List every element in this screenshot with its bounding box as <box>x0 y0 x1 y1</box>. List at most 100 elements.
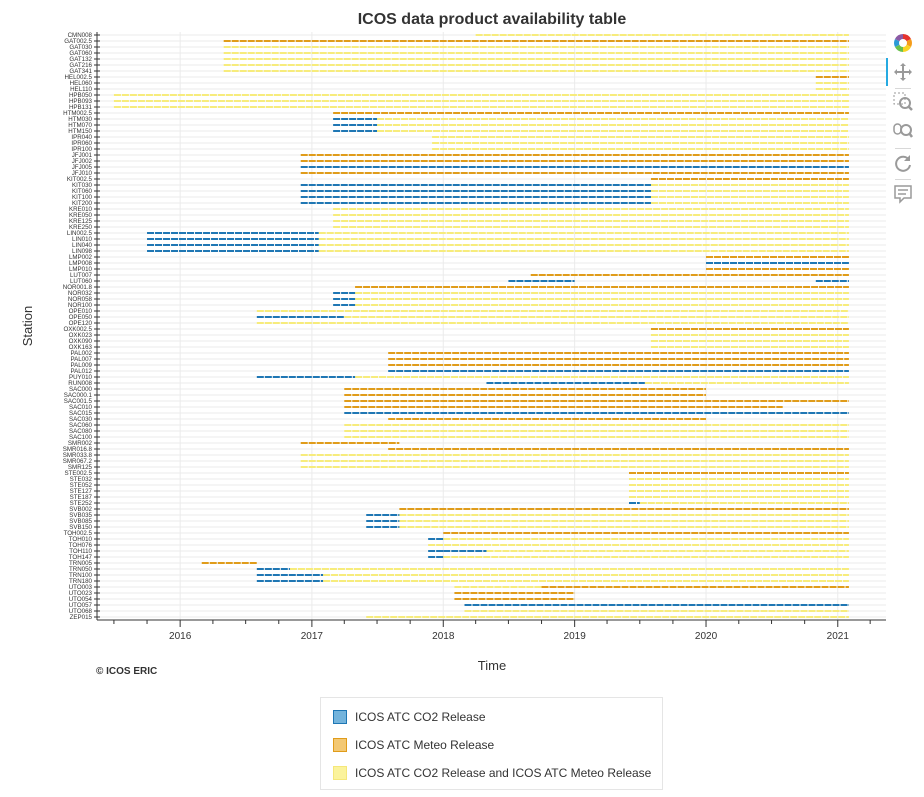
y-tick-label: SAC001.5 <box>64 398 93 405</box>
y-tick-label: HTM002.5 <box>63 110 92 117</box>
y-tick-label: PAL012 <box>70 368 92 375</box>
y-tick-label: JFJ002 <box>72 158 93 165</box>
y-tick-label: HPB131 <box>69 104 93 111</box>
y-tick-label: OPE010 <box>69 308 93 315</box>
legend-swatch-co2 <box>333 710 347 724</box>
y-tick-label: TOH076 <box>69 542 93 549</box>
chart-toolbar <box>886 30 920 215</box>
y-tick-label: IPR100 <box>71 146 92 153</box>
legend-swatch-both <box>333 766 347 780</box>
y-tick-label: PAL009 <box>70 362 92 369</box>
y-tick-label: HEL110 <box>70 86 92 93</box>
x-tick-label: 2019 <box>564 631 587 642</box>
y-tick-label: SAC060 <box>69 422 93 429</box>
y-tick-label: LUT060 <box>70 278 93 285</box>
y-tick-label: SMR125 <box>68 464 93 471</box>
y-tick-label: PAL007 <box>70 356 92 363</box>
y-tick-label: JFJ010 <box>72 170 93 177</box>
bars <box>113 34 849 618</box>
y-tick-label: SAC010 <box>69 404 93 411</box>
legend-label-meteo: ICOS ATC Meteo Release <box>355 738 495 752</box>
y-tick-label: KRE010 <box>69 206 93 213</box>
y-tick-label: TRN180 <box>69 578 93 585</box>
y-tick-label: SAC030 <box>69 416 93 423</box>
legend-item-both[interactable]: ICOS ATC CO2 Release and ICOS ATC Meteo … <box>333 764 651 782</box>
legend-item-co2[interactable]: ICOS ATC CO2 Release <box>333 708 486 726</box>
y-tick-label: LIN010 <box>72 236 93 243</box>
y-tick-label: KRE050 <box>69 212 93 219</box>
y-tick-label: OXK023 <box>69 332 93 339</box>
y-tick-label: NOR032 <box>68 290 93 297</box>
y-tick-label: LMP010 <box>69 266 93 273</box>
toolbar-divider <box>895 88 911 89</box>
y-tick-label: LIN040 <box>72 242 93 249</box>
y-tick-label: KRE125 <box>69 218 93 225</box>
y-tick-label: PAL002 <box>70 350 92 357</box>
active-tool-indicator <box>886 58 888 86</box>
pan-tool-icon[interactable] <box>892 61 914 83</box>
wheel-zoom-tool-icon[interactable] <box>892 121 914 143</box>
y-tick-label: GAT216 <box>69 62 92 69</box>
chart-legend: ICOS ATC CO2 Release ICOS ATC Meteo Rele… <box>320 697 663 790</box>
y-tick-label: KIT100 <box>72 194 93 201</box>
y-tick-label: NOR001.8 <box>63 284 93 291</box>
y-tick-label: SVB035 <box>69 512 92 519</box>
bokeh-logo-icon <box>892 32 914 54</box>
y-tick-label: KIT200 <box>72 200 93 207</box>
y-tick-label: NOR100 <box>68 302 93 309</box>
y-tick-label: STE187 <box>70 494 93 501</box>
y-tick-label: STE127 <box>70 488 93 495</box>
y-tick-label: STE052 <box>70 482 93 489</box>
y-tick-label: LMP002 <box>69 254 93 261</box>
x-tick-label: 2020 <box>695 631 718 642</box>
y-tick-label: STE032 <box>70 476 93 483</box>
y-tick-label: GAT002.5 <box>64 38 92 45</box>
toolbar-divider <box>895 148 911 149</box>
credit-label: © ICOS ERIC <box>96 666 158 677</box>
x-tick-label: 2016 <box>169 631 192 642</box>
y-tick-label: UTO003 <box>69 584 93 591</box>
y-tick-label: ZEP015 <box>70 614 93 621</box>
y-tick-label: GAT030 <box>69 44 92 51</box>
y-tick-label: SMR002 <box>68 440 93 447</box>
y-tick-label: OXK002.5 <box>63 326 92 333</box>
y-tick-label: UTO054 <box>69 596 93 603</box>
y-tick-label: JFJ001 <box>72 152 93 159</box>
legend-item-meteo[interactable]: ICOS ATC Meteo Release <box>333 736 494 754</box>
reset-tool-icon[interactable] <box>892 152 914 174</box>
y-tick-label: UTO057 <box>69 602 93 609</box>
y-tick-label: HPB093 <box>69 98 93 105</box>
y-tick-label: STE252 <box>70 500 93 507</box>
hover-tool-icon[interactable] <box>892 183 914 205</box>
y-tick-label: GAT132 <box>69 56 92 63</box>
x-tick-label: 2018 <box>432 631 455 642</box>
y-tick-label: SAC000 <box>69 386 93 393</box>
y-tick-label: SMR067.2 <box>63 458 93 465</box>
y-tick-label: SAC015 <box>69 410 93 417</box>
y-tick-label: IPR060 <box>71 140 92 147</box>
y-tick-label: SAC000.1 <box>64 392 93 399</box>
y-tick-label: TOH147 <box>69 554 93 561</box>
x-axis: 2016 2017 2018 2019 2020 2021 <box>97 619 886 642</box>
y-tick-label: PUY010 <box>69 374 93 381</box>
y-tick-label: NOR058 <box>68 296 93 303</box>
y-tick-label: IPR040 <box>71 134 92 141</box>
box-zoom-tool-icon[interactable] <box>892 91 914 113</box>
y-tick-label: SMR016.8 <box>63 446 93 453</box>
y-tick-label: CMN008 <box>68 32 93 39</box>
y-tick-label: OXK090 <box>69 338 93 345</box>
y-tick-label: SMR033.8 <box>63 452 93 459</box>
y-tick-label: TRN100 <box>69 572 93 579</box>
y-tick-label: KIT030 <box>72 182 93 189</box>
y-tick-label: SVB150 <box>69 524 92 531</box>
y-tick-label: UTO068 <box>69 608 93 615</box>
legend-label-both: ICOS ATC CO2 Release and ICOS ATC Meteo … <box>355 766 652 780</box>
y-tick-label: SAC100 <box>69 434 93 441</box>
legend-label-co2: ICOS ATC CO2 Release <box>355 710 486 724</box>
y-tick-label: OXK163 <box>69 344 93 351</box>
y-tick-label: STE002.5 <box>64 470 92 477</box>
y-tick-label: HPB050 <box>69 92 93 99</box>
y-tick-label: KIT002.5 <box>67 176 93 183</box>
chart-title: ICOS data product availability table <box>358 11 627 28</box>
